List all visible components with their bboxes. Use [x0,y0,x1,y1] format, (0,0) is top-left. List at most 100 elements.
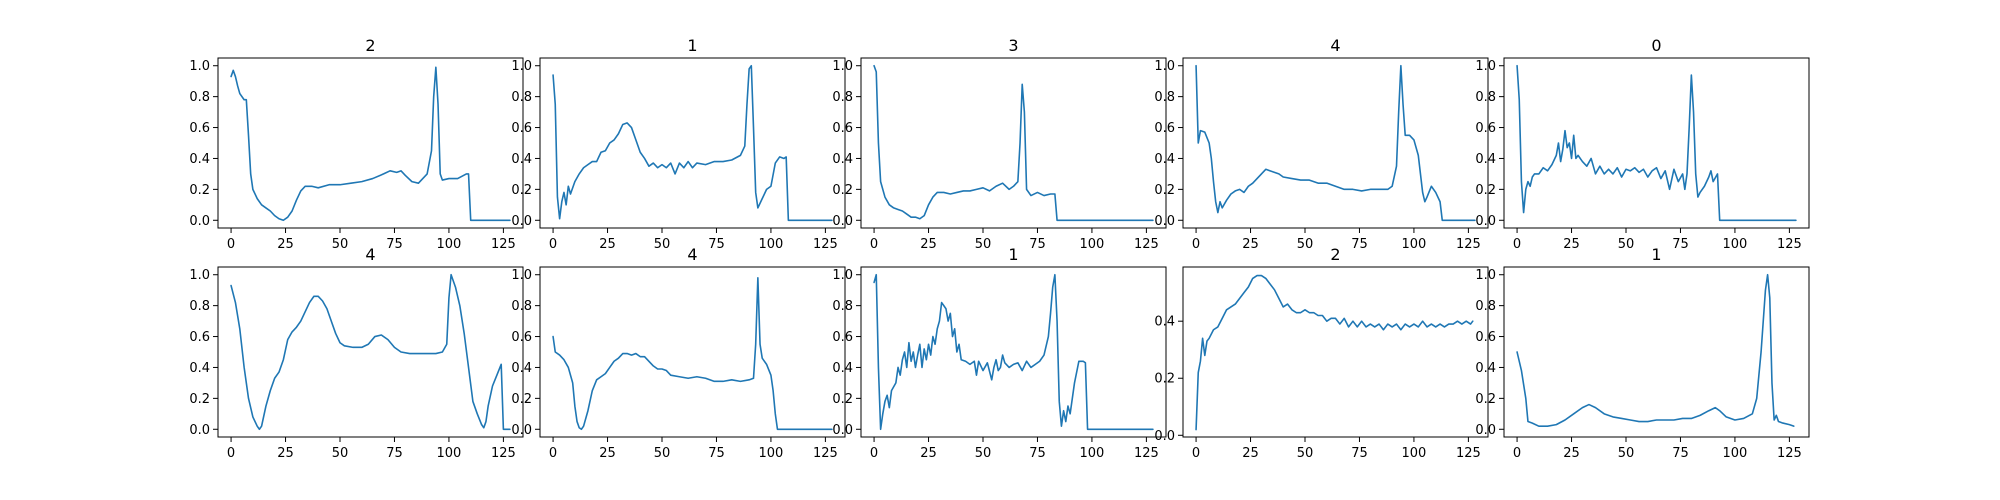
subplot-4: 0 25 50 75 100 125 0.0 0.2 0.4 0.6 0.8 1.0 4 [1154,36,1489,252]
x-tick-label: 25 [277,446,294,461]
series-line-7 [552,277,833,431]
x-tick-label: 75 [386,446,403,461]
subplot-title: 4 [1330,36,1340,55]
y-tick-label: 0.6 [832,121,853,136]
y-tick-label: 0.0 [189,423,210,438]
y-tick-label: 0.0 [1154,214,1175,229]
x-tick-label: 50 [1618,237,1635,252]
y-tick-label: 0.0 [1154,429,1175,444]
x-tick-label: 75 [1029,237,1046,252]
axes-frame [1503,57,1810,229]
x-tick-label: 100 [1402,446,1427,461]
x-tick-label: 25 [1242,237,1259,252]
y-tick-label: 0.0 [1475,214,1496,229]
x-tick-label: 0 [870,237,878,252]
series-line-3 [873,64,1154,222]
x-tick-label: 50 [975,237,992,252]
y-tick-label: 1.0 [511,268,532,283]
y-tick-label: 0.2 [1475,183,1496,198]
y-tick-label: 0.8 [511,299,532,314]
x-tick-label: 50 [1297,237,1314,252]
y-tick-label: 0.6 [1154,121,1175,136]
x-tick-label: 25 [277,237,294,252]
x-tick-label: 125 [1777,446,1802,461]
x-tick-label: 50 [975,446,992,461]
y-tick-label: 0.0 [1475,423,1496,438]
x-tick-label: 25 [1563,446,1580,461]
x-tick-label: 50 [1297,446,1314,461]
y-tick-label: 0.2 [511,183,532,198]
series-line-5 [1516,64,1797,222]
y-tick-label: 0.2 [189,392,210,407]
series-line-2 [552,64,833,222]
y-tick-label: 0.8 [189,90,210,105]
series-line-8 [873,273,1154,431]
x-tick-label: 125 [1134,237,1159,252]
subplot-title: 1 [687,36,697,55]
subplot-8: 0 25 50 75 100 125 0.0 0.2 0.4 0.6 0.8 1.0 1 [832,245,1167,461]
x-tick-label: 0 [1192,237,1200,252]
y-tick-label: 0.8 [1154,90,1175,105]
x-tick-label: 75 [1351,237,1368,252]
y-tick-label: 1.0 [1475,59,1496,74]
y-tick-label: 0.4 [1475,361,1496,376]
x-tick-label: 75 [1672,446,1689,461]
y-tick-label: 0.8 [511,90,532,105]
y-tick-label: 0.6 [511,121,532,136]
axes-frame [539,266,846,438]
subplot-title: 1 [1008,245,1018,264]
x-tick-label: 100 [437,446,462,461]
x-tick-label: 50 [332,237,349,252]
y-tick-label: 0.6 [1475,121,1496,136]
y-tick-label: 0.6 [189,330,210,345]
y-tick-label: 0.2 [189,183,210,198]
y-tick-label: 0.4 [832,152,853,167]
x-tick-label: 0 [549,446,557,461]
x-tick-label: 100 [1723,446,1748,461]
x-tick-label: 100 [759,446,784,461]
series-line-1 [230,66,511,222]
subplot-7: 0 25 50 75 100 125 0.0 0.2 0.4 0.6 0.8 1.0 4 [511,245,846,461]
axes-frame [860,266,1167,438]
x-tick-label: 125 [1777,237,1802,252]
x-tick-label: 75 [1029,446,1046,461]
x-tick-label: 25 [1563,237,1580,252]
y-tick-label: 0.4 [511,152,532,167]
x-tick-label: 125 [1456,237,1481,252]
x-tick-label: 25 [920,237,937,252]
subplot-9: 0 25 50 75 100 125 0.0 0.2 0.4 2 [1154,245,1489,461]
y-tick-label: 0.4 [1475,152,1496,167]
subplot-5: 0 25 50 75 100 125 0.0 0.2 0.4 0.6 0.8 1.0 0 [1475,36,1810,252]
subplot-2: 0 25 50 75 100 125 0.0 0.2 0.4 0.6 0.8 1.0 1 [511,36,846,252]
y-tick-label: 0.8 [1475,90,1496,105]
x-tick-label: 75 [708,237,725,252]
y-tick-label: 0.0 [832,423,853,438]
y-tick-label: 0.8 [189,299,210,314]
x-tick-label: 100 [437,237,462,252]
y-tick-label: 0.6 [189,121,210,136]
x-tick-label: 100 [1402,237,1427,252]
series-line-4 [1195,64,1476,222]
x-tick-label: 125 [491,446,516,461]
x-tick-label: 75 [1351,446,1368,461]
y-tick-label: 0.2 [832,183,853,198]
subplot-title: 2 [1330,245,1340,264]
y-tick-label: 0.2 [511,392,532,407]
axes-frame [860,57,1167,229]
subplot-6: 0 25 50 75 100 125 0.0 0.2 0.4 0.6 0.8 1.0 4 [189,245,524,461]
subplot-title: 2 [365,36,375,55]
x-tick-label: 100 [759,237,784,252]
y-tick-label: 0.8 [832,90,853,105]
y-tick-label: 0.8 [1475,299,1496,314]
y-tick-label: 0.4 [189,152,210,167]
y-tick-label: 0.2 [1475,392,1496,407]
y-tick-label: 0.4 [189,361,210,376]
x-tick-label: 125 [813,446,838,461]
y-tick-label: 1.0 [1475,268,1496,283]
y-tick-label: 1.0 [1154,59,1175,74]
x-tick-label: 125 [1134,446,1159,461]
x-tick-label: 100 [1080,237,1105,252]
y-tick-label: 1.0 [189,268,210,283]
subplot-1: 0 25 50 75 100 125 0.0 0.2 0.4 0.6 0.8 1.0 2 [189,36,524,252]
